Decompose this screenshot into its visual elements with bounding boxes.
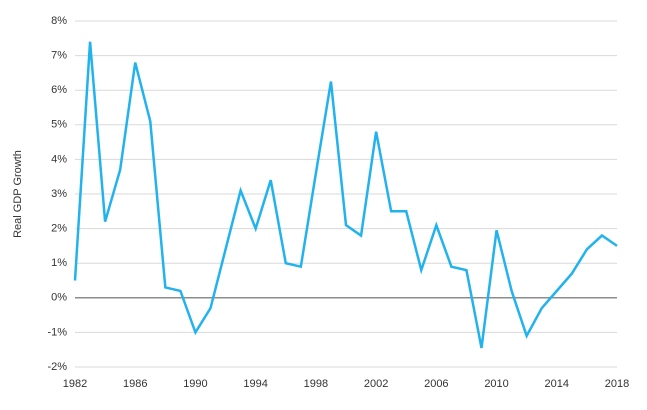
- x-tick-label: 2018: [605, 378, 629, 390]
- y-tick-label: 1%: [51, 257, 67, 269]
- x-tick-label: 1994: [243, 378, 267, 390]
- y-tick-label: 7%: [51, 50, 67, 62]
- y-tick-label: 6%: [51, 84, 67, 96]
- x-tick-label: 1998: [304, 378, 328, 390]
- y-tick-label: 3%: [51, 188, 67, 200]
- x-tick-label: 2002: [364, 378, 388, 390]
- x-tick-label: 1986: [123, 378, 147, 390]
- data-line: [73, 41, 618, 349]
- x-tick-label: 2010: [484, 378, 508, 390]
- y-axis-label: Real GDP Growth: [12, 150, 24, 238]
- x-tick-label: 1982: [63, 378, 87, 390]
- y-tick-label: -2%: [47, 361, 67, 373]
- y-tick-label: 0%: [51, 292, 67, 304]
- y-tick-label: 5%: [51, 119, 67, 131]
- x-tick-label: 2006: [424, 378, 448, 390]
- y-tick-label: 2%: [51, 223, 67, 235]
- y-tick-label: -1%: [47, 326, 67, 338]
- x-tick-label: 2014: [545, 378, 569, 390]
- x-tick-label: 1990: [183, 378, 207, 390]
- y-tick-label: 8%: [51, 15, 67, 27]
- y-tick-label: 4%: [51, 153, 67, 165]
